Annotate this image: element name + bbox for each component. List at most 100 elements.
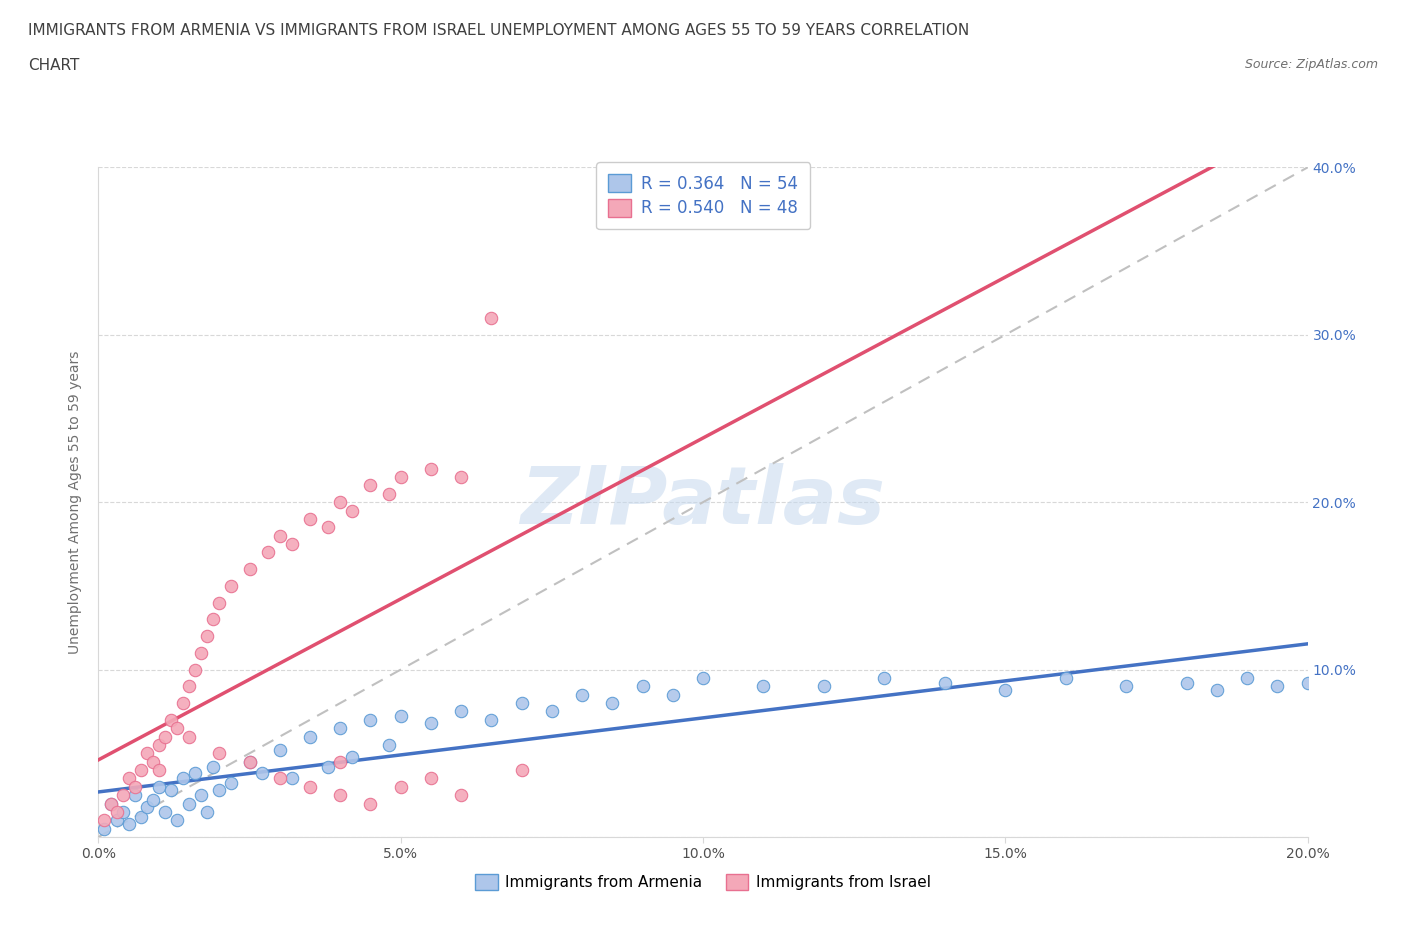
Point <box>93 813 115 828</box>
Point <box>692 671 714 685</box>
Point <box>281 771 304 786</box>
Text: IMMIGRANTS FROM ARMENIA VS IMMIGRANTS FROM ISRAEL UNEMPLOYMENT AMONG AGES 55 TO : IMMIGRANTS FROM ARMENIA VS IMMIGRANTS FR… <box>28 23 969 38</box>
Point <box>316 520 339 535</box>
Point <box>142 754 165 769</box>
Point <box>540 704 562 719</box>
Point <box>135 800 157 815</box>
Point <box>129 809 152 824</box>
Point <box>994 683 1017 698</box>
Point <box>111 788 134 803</box>
Point <box>172 696 194 711</box>
Point <box>329 788 352 803</box>
Point <box>179 679 201 694</box>
Point <box>342 750 364 764</box>
Point <box>1267 679 1289 694</box>
Point <box>450 704 472 719</box>
Point <box>221 776 243 790</box>
Point <box>299 512 322 526</box>
Point <box>420 771 443 786</box>
Point <box>195 629 218 644</box>
Point <box>602 696 624 711</box>
Point <box>299 779 322 794</box>
Point <box>450 470 472 485</box>
Point <box>208 783 231 798</box>
Point <box>190 788 212 803</box>
Point <box>142 792 165 807</box>
Point <box>389 779 412 794</box>
Point <box>202 612 225 627</box>
Point <box>481 712 503 727</box>
Point <box>420 461 443 476</box>
Point <box>160 712 183 727</box>
Point <box>316 759 339 774</box>
Point <box>153 729 176 744</box>
Point <box>184 766 207 781</box>
Point <box>269 771 291 786</box>
Point <box>1054 671 1077 685</box>
Point <box>179 729 201 744</box>
Text: CHART: CHART <box>28 58 80 73</box>
Point <box>360 712 382 727</box>
Point <box>179 796 201 811</box>
Point <box>1236 671 1258 685</box>
Point <box>100 796 122 811</box>
Point <box>1175 675 1198 690</box>
Point <box>105 813 128 828</box>
Point <box>329 721 352 736</box>
Point <box>256 545 278 560</box>
Point <box>148 737 170 752</box>
Point <box>329 754 352 769</box>
Point <box>195 804 218 819</box>
Point <box>239 754 262 769</box>
Point <box>360 796 382 811</box>
Point <box>510 763 533 777</box>
Point <box>377 737 399 752</box>
Point <box>184 662 207 677</box>
Point <box>571 687 593 702</box>
Point <box>190 645 212 660</box>
Point <box>124 779 146 794</box>
Text: Source: ZipAtlas.com: Source: ZipAtlas.com <box>1244 58 1378 71</box>
Point <box>661 687 683 702</box>
Point <box>360 478 382 493</box>
Point <box>239 562 262 577</box>
Point <box>153 804 176 819</box>
Point <box>208 746 231 761</box>
Y-axis label: Unemployment Among Ages 55 to 59 years: Unemployment Among Ages 55 to 59 years <box>69 351 83 654</box>
Point <box>269 742 291 757</box>
Point <box>1296 675 1319 690</box>
Point <box>281 537 304 551</box>
Point <box>208 595 231 610</box>
Point <box>813 679 835 694</box>
Point <box>342 503 364 518</box>
Point <box>148 763 170 777</box>
Point <box>124 788 146 803</box>
Point <box>377 486 399 501</box>
Legend: Immigrants from Armenia, Immigrants from Israel: Immigrants from Armenia, Immigrants from… <box>468 868 938 897</box>
Point <box>93 821 115 836</box>
Point <box>160 783 183 798</box>
Point <box>299 729 322 744</box>
Point <box>135 746 157 761</box>
Point <box>166 721 188 736</box>
Point <box>239 754 262 769</box>
Point <box>148 779 170 794</box>
Point <box>329 495 352 510</box>
Point <box>631 679 654 694</box>
Point <box>1206 683 1229 698</box>
Point <box>389 470 412 485</box>
Text: ZIPatlas: ZIPatlas <box>520 463 886 541</box>
Point <box>129 763 152 777</box>
Point <box>118 771 141 786</box>
Point <box>100 796 122 811</box>
Point <box>118 817 141 831</box>
Point <box>481 311 503 325</box>
Point <box>1115 679 1137 694</box>
Point <box>111 804 134 819</box>
Point <box>934 675 956 690</box>
Point <box>105 804 128 819</box>
Point <box>250 766 273 781</box>
Point <box>873 671 896 685</box>
Point <box>269 528 291 543</box>
Point <box>510 696 533 711</box>
